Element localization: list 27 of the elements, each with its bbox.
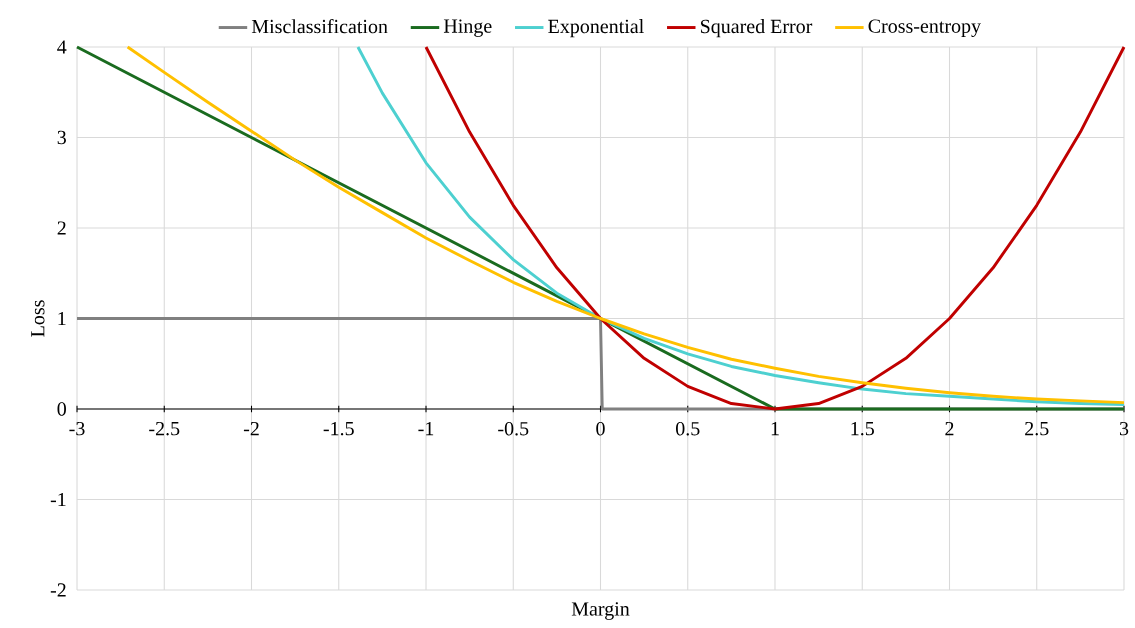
x-tick-label: 3 xyxy=(1119,421,1129,436)
x-tick-label: 0 xyxy=(596,421,605,436)
y-tick-label: 3 xyxy=(57,130,66,145)
x-axis-title: Margin xyxy=(571,602,630,620)
x-tick-label: 0.5 xyxy=(676,421,700,436)
x-tick-label: -2.5 xyxy=(149,421,180,436)
legend-label: Squared Error xyxy=(700,19,813,38)
legend-label: Exponential xyxy=(548,19,644,38)
y-tick-label: -2 xyxy=(50,583,66,597)
legend-label: Misclassification xyxy=(251,18,388,34)
y-tick-label: 0 xyxy=(57,402,66,416)
y-tick-label: -1 xyxy=(50,492,66,507)
legend-label: Hinge xyxy=(443,19,492,37)
x-tick-label: -1 xyxy=(418,421,434,436)
x-tick-label: 2.5 xyxy=(1025,421,1049,436)
x-tick-label: -1.5 xyxy=(323,421,354,436)
x-tick-label: 1.5 xyxy=(851,421,874,436)
x-tick-label: 2 xyxy=(945,421,954,436)
x-tick-label: -2 xyxy=(243,421,259,436)
y-tick-label: 2 xyxy=(57,221,66,235)
x-tick-label: 1 xyxy=(771,421,779,436)
x-tick-label: -3 xyxy=(69,421,85,436)
legend-label: Cross-entropy xyxy=(868,19,981,37)
y-axis-title: Loss xyxy=(31,300,45,337)
y-tick-label: 4 xyxy=(57,40,67,54)
y-tick-label: 1 xyxy=(58,311,66,326)
x-tick-label: -0.5 xyxy=(498,421,529,436)
